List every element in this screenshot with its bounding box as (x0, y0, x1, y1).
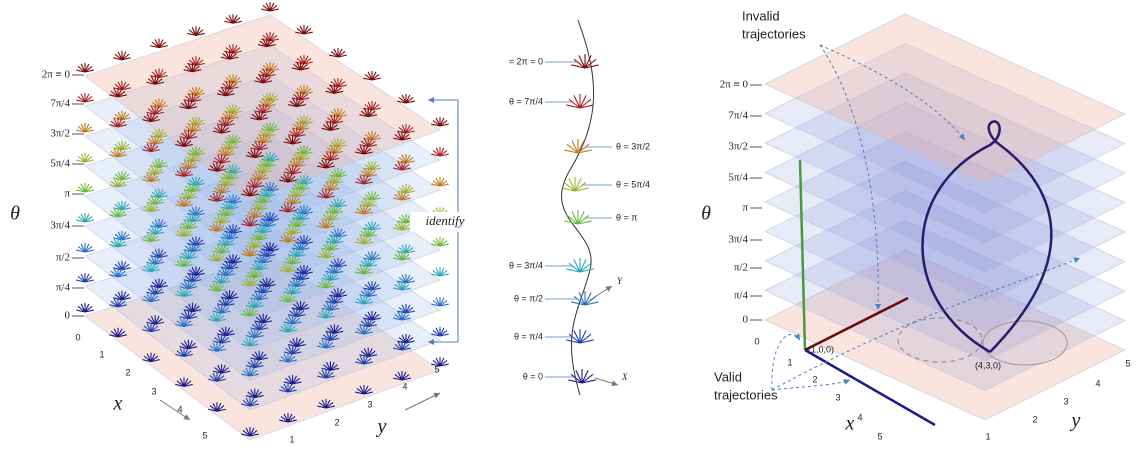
theta-tick-label: 3π/4 (728, 234, 748, 246)
axis-title: X (621, 372, 628, 382)
theta-tick-label: 2π ≡ 0 (42, 69, 71, 81)
annotation: Valid (714, 369, 742, 384)
theta-label: = 2π = 0 (509, 56, 543, 66)
theta-label: θ = 3π/4 (509, 260, 543, 270)
x-tick-label: 4 (857, 412, 862, 422)
y-tick-label: 4 (402, 381, 407, 391)
axis-title: y (1070, 410, 1081, 432)
theta-label: θ = 3π/2 (616, 141, 650, 151)
left-panel (72, 2, 480, 440)
x-tick-label: 0 (75, 332, 80, 342)
axis-arrow (405, 393, 440, 410)
y-axis-arrow (590, 286, 612, 300)
y-tick-label: 2 (1032, 414, 1037, 424)
x-tick-label: 3 (835, 392, 840, 402)
theta-tick-label: 3π/2 (50, 128, 70, 140)
theta-tick-label: 7π/4 (50, 98, 70, 110)
annotation: Invalid (742, 8, 780, 23)
theta-tick-label: 3π/4 (50, 220, 70, 232)
pointer (772, 380, 850, 390)
annotation: trajectories (714, 387, 778, 402)
theta-tick-label: 7π/4 (728, 110, 748, 122)
axis-title: θ (701, 203, 711, 225)
x-tick-label: 1 (99, 349, 104, 359)
theta-label: θ = 0 (523, 371, 543, 381)
middle-panel (545, 20, 618, 395)
x-tick-label: 3 (151, 386, 156, 396)
x-tick-label: 4 (177, 404, 182, 414)
theta-tick-label: 2π ≡ 0 (720, 79, 749, 91)
theta-tick-label: π (64, 188, 70, 200)
theta-tick-label: π/2 (734, 262, 748, 274)
theta-tick-label: 0 (65, 310, 71, 322)
theta-tick-label: 5π/4 (728, 172, 748, 184)
axis-title: θ (10, 203, 20, 225)
y-tick-label: 3 (367, 399, 372, 409)
theta-tick-label: 5π/4 (50, 158, 70, 170)
x-tick-label: 2 (125, 367, 130, 377)
x-tick-label: 5 (877, 431, 882, 441)
pointer (772, 334, 800, 390)
theta-label: θ = 5π/4 (616, 179, 650, 189)
point-label: (4,3,0) (975, 360, 1001, 370)
x-tick-label: 2 (812, 374, 817, 384)
axis-title: x (113, 393, 123, 415)
x-tick-label: 1 (787, 357, 792, 367)
figure: 2π ≡ 07π/43π/25π/4π3π/4π/2π/40θidentify0… (0, 0, 1136, 454)
y-tick-label: 5 (434, 364, 439, 374)
right-panel (750, 14, 1125, 425)
theta-label: θ = π (616, 212, 637, 222)
theta-tick-label: π (742, 202, 748, 214)
x-tick-label: 0 (754, 336, 759, 346)
axis-title: Y (617, 276, 623, 286)
theta-tick-label: 0 (743, 314, 749, 326)
y-tick-label: 1 (985, 431, 990, 441)
theta-tick-label: π/2 (56, 252, 70, 264)
theta-tick-label: π/4 (734, 290, 749, 302)
theta-tick-label: π/4 (56, 282, 71, 294)
point-label: (1,0,0) (808, 344, 834, 354)
theta-label: θ = 7π/4 (509, 96, 543, 106)
theta-label: θ = π/2 (514, 293, 543, 303)
annotation: trajectories (742, 26, 806, 41)
theta-label: θ = π/4 (514, 331, 543, 341)
y-tick-label: 4 (1095, 378, 1100, 388)
axis-title: y (376, 416, 387, 438)
x-tick-label: 5 (202, 430, 207, 440)
theta-tick-label: 3π/2 (728, 141, 748, 153)
axis-title: x (845, 413, 855, 435)
y-tick-label: 1 (289, 434, 294, 444)
y-tick-label: 5 (1125, 358, 1130, 368)
y-tick-label: 3 (1063, 396, 1068, 406)
identify-label: identify (426, 213, 465, 228)
x-axis-arrow (595, 378, 618, 385)
axis-arrow (160, 400, 190, 420)
y-tick-label: 2 (334, 417, 339, 427)
